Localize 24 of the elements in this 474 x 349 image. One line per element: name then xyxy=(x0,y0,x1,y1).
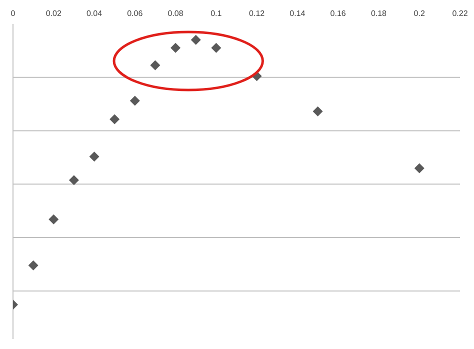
point xyxy=(190,34,201,45)
x-tick-label: 0.12 xyxy=(249,9,266,18)
point xyxy=(130,96,140,106)
point xyxy=(28,260,38,270)
x-tick-label: 0.22 xyxy=(452,9,468,18)
point xyxy=(89,152,100,162)
point xyxy=(211,42,222,53)
point xyxy=(312,106,323,116)
point xyxy=(48,214,59,224)
point xyxy=(150,60,160,70)
point xyxy=(414,163,424,174)
x-tick-label: 0.06 xyxy=(127,9,144,18)
x-tick-label: 0 xyxy=(10,9,16,18)
x-tick-label: 0.08 xyxy=(168,9,184,18)
x-tick-label: 0.14 xyxy=(290,9,306,18)
x-tick-label: 0.1 xyxy=(210,9,222,18)
point xyxy=(170,42,181,53)
x-tick-label: 0.16 xyxy=(330,9,346,18)
x-tick-label: 0.2 xyxy=(414,9,426,18)
point xyxy=(68,175,79,186)
x-tick-label: 0.02 xyxy=(46,9,62,18)
x-tick-label: 0.18 xyxy=(370,9,388,18)
x-tick-label: 0.04 xyxy=(86,9,103,18)
point xyxy=(110,114,120,124)
